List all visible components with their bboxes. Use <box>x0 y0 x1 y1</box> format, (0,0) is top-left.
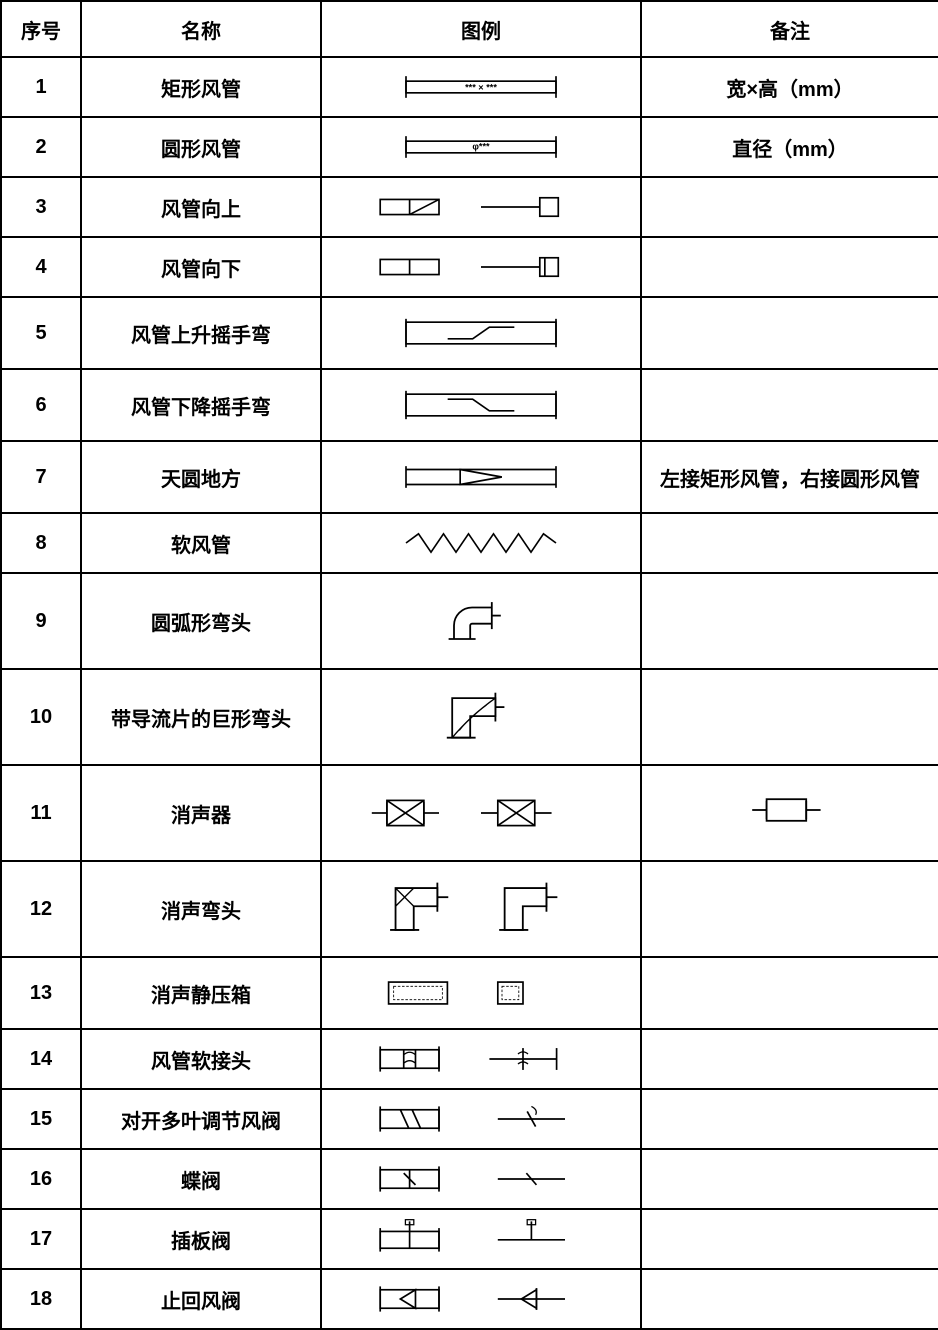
cell-legend <box>321 177 641 237</box>
cell-note: 左接矩形风管，右接圆形风管 <box>641 441 938 513</box>
cell-name: 对开多叶调节风阀 <box>81 1089 321 1149</box>
cell-name: 圆形风管 <box>81 117 321 177</box>
cell-name: 矩形风管 <box>81 57 321 117</box>
header-row: 序号 名称 图例 备注 <box>1 1 938 57</box>
cell-legend <box>321 669 641 765</box>
cell-note <box>641 1209 938 1269</box>
cell-legend <box>321 765 641 861</box>
cell-legend <box>321 441 641 513</box>
table-row: 2圆形风管 φ*** 直径（mm） <box>1 117 938 177</box>
cell-note <box>641 765 938 861</box>
table-row: 9圆弧形弯头 <box>1 573 938 669</box>
cell-note: 宽×高（mm） <box>641 57 938 117</box>
table-row: 7天圆地方 左接矩形风管，右接圆形风管 <box>1 441 938 513</box>
cell-legend: *** × *** <box>321 57 641 117</box>
cell-seq: 11 <box>1 765 81 861</box>
cell-name: 风管向上 <box>81 177 321 237</box>
cell-legend <box>321 957 641 1029</box>
table-row: 8软风管 <box>1 513 938 573</box>
table-row: 16蝶阀 <box>1 1149 938 1209</box>
cell-seq: 6 <box>1 369 81 441</box>
cell-note <box>641 237 938 297</box>
svg-text:*** × ***: *** × *** <box>465 82 497 92</box>
cell-legend <box>321 1149 641 1209</box>
cell-note <box>641 1089 938 1149</box>
cell-legend <box>321 1209 641 1269</box>
cell-note: 直径（mm） <box>641 117 938 177</box>
cell-name: 止回风阀 <box>81 1269 321 1329</box>
cell-note <box>641 297 938 369</box>
cell-legend <box>321 1089 641 1149</box>
table-row: 13消声静压箱 <box>1 957 938 1029</box>
cell-legend <box>321 1029 641 1089</box>
cell-name: 天圆地方 <box>81 441 321 513</box>
cell-seq: 15 <box>1 1089 81 1149</box>
legend-table: 序号 名称 图例 备注 1矩形风管 *** × *** 宽×高（mm） 2圆形风管 φ*… <box>0 0 938 1330</box>
cell-note <box>641 861 938 957</box>
cell-name: 风管软接头 <box>81 1029 321 1089</box>
cell-name: 消声静压箱 <box>81 957 321 1029</box>
cell-name: 插板阀 <box>81 1209 321 1269</box>
table-row: 11消声器 <box>1 765 938 861</box>
cell-seq: 16 <box>1 1149 81 1209</box>
cell-seq: 17 <box>1 1209 81 1269</box>
cell-note <box>641 573 938 669</box>
cell-name: 消声弯头 <box>81 861 321 957</box>
header-seq: 序号 <box>1 1 81 57</box>
table-row: 6风管下降摇手弯 <box>1 369 938 441</box>
cell-name: 带导流片的巨形弯头 <box>81 669 321 765</box>
cell-name: 软风管 <box>81 513 321 573</box>
cell-legend <box>321 1269 641 1329</box>
cell-seq: 5 <box>1 297 81 369</box>
cell-name: 风管下降摇手弯 <box>81 369 321 441</box>
cell-note <box>641 1149 938 1209</box>
table-row: 5风管上升摇手弯 <box>1 297 938 369</box>
cell-legend <box>321 369 641 441</box>
header-legend: 图例 <box>321 1 641 57</box>
cell-legend: φ*** <box>321 117 641 177</box>
cell-legend <box>321 573 641 669</box>
cell-seq: 7 <box>1 441 81 513</box>
cell-name: 风管向下 <box>81 237 321 297</box>
cell-name: 蝶阀 <box>81 1149 321 1209</box>
svg-text:φ***: φ*** <box>472 142 490 152</box>
cell-legend <box>321 513 641 573</box>
cell-note <box>641 957 938 1029</box>
cell-legend <box>321 297 641 369</box>
table-row: 18止回风阀 <box>1 1269 938 1329</box>
cell-legend <box>321 237 641 297</box>
table-row: 14风管软接头 <box>1 1029 938 1089</box>
cell-seq: 14 <box>1 1029 81 1089</box>
cell-note <box>641 369 938 441</box>
cell-seq: 13 <box>1 957 81 1029</box>
cell-seq: 18 <box>1 1269 81 1329</box>
cell-name: 消声器 <box>81 765 321 861</box>
cell-note <box>641 1269 938 1329</box>
cell-note <box>641 177 938 237</box>
header-note: 备注 <box>641 1 938 57</box>
cell-legend <box>321 861 641 957</box>
cell-name: 风管上升摇手弯 <box>81 297 321 369</box>
table-row: 4风管向下 <box>1 237 938 297</box>
cell-note <box>641 669 938 765</box>
cell-seq: 8 <box>1 513 81 573</box>
cell-note <box>641 513 938 573</box>
header-name: 名称 <box>81 1 321 57</box>
table-row: 12消声弯头 <box>1 861 938 957</box>
cell-note <box>641 1029 938 1089</box>
table-row: 17插板阀 <box>1 1209 938 1269</box>
cell-seq: 10 <box>1 669 81 765</box>
cell-seq: 1 <box>1 57 81 117</box>
cell-name: 圆弧形弯头 <box>81 573 321 669</box>
cell-seq: 3 <box>1 177 81 237</box>
table-row: 1矩形风管 *** × *** 宽×高（mm） <box>1 57 938 117</box>
cell-seq: 4 <box>1 237 81 297</box>
table-row: 15对开多叶调节风阀 <box>1 1089 938 1149</box>
cell-seq: 2 <box>1 117 81 177</box>
cell-seq: 12 <box>1 861 81 957</box>
table-row: 3风管向上 <box>1 177 938 237</box>
table-row: 10带导流片的巨形弯头 <box>1 669 938 765</box>
cell-seq: 9 <box>1 573 81 669</box>
